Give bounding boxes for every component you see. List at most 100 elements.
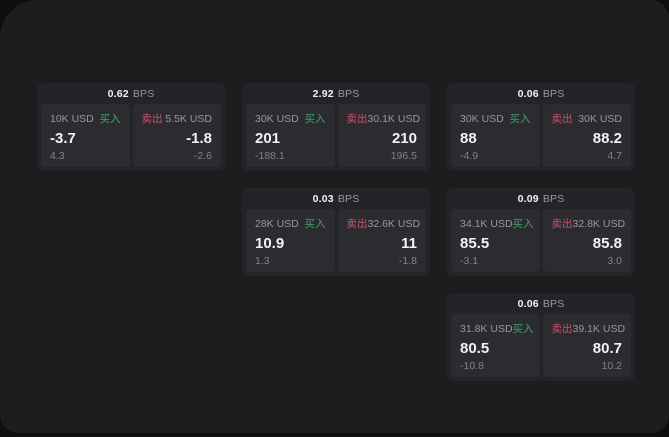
sell-delta: -2.6	[193, 149, 212, 162]
sell-panel[interactable]: 卖出 30.1K USD 210 196.5	[337, 104, 426, 167]
buy-price: 80.5	[460, 339, 490, 357]
buy-notional: 30K USD	[460, 113, 504, 125]
card-body: 34.1K USD 买入 85.5 -3.1 卖出 32.8K USD 85.8…	[451, 209, 631, 272]
sell-panel-top: 卖出 32.8K USD	[551, 216, 626, 231]
buy-side-label: 买入	[512, 323, 534, 335]
buy-delta: 1.3	[255, 254, 270, 267]
buy-notional: 28K USD	[255, 218, 299, 230]
sell-side-label: 卖出	[346, 218, 368, 230]
sell-delta: -1.8	[398, 254, 417, 267]
sell-delta: 10.2	[601, 359, 622, 372]
buy-price: 88	[460, 129, 477, 147]
bps-value: 2.92	[312, 87, 334, 100]
bps-value: 0.03	[312, 192, 334, 205]
sell-panel[interactable]: 卖出 39.1K USD 80.7 10.2	[542, 314, 631, 377]
card-body: 31.8K USD 买入 80.5 -10.8 卖出 39.1K USD 80.…	[451, 314, 631, 377]
buy-panel-top: 10K USD 买入	[50, 111, 121, 126]
card-header: 0.03 BPS	[242, 188, 430, 209]
sell-notional: 30.1K USD	[367, 113, 421, 125]
sell-panel[interactable]: 卖出 5.5K USD -1.8 -2.6	[132, 104, 221, 167]
sell-panel-top: 卖出 30K USD	[552, 111, 623, 126]
sell-side-label: 卖出	[551, 323, 573, 335]
bps-unit-label: BPS	[337, 87, 360, 100]
quote-card: 2.92 BPS 30K USD 买入 201 -188.1 卖出 30.1K …	[242, 83, 430, 171]
sell-price: 210	[391, 129, 417, 147]
quote-card: 0.06 BPS 30K USD 买入 88 -4.9 卖出 30K USD 8…	[447, 83, 635, 171]
buy-delta: -3.1	[460, 254, 479, 267]
buy-delta: -188.1	[255, 149, 285, 162]
buy-side-label: 买入	[99, 113, 121, 125]
buy-side-label: 买入	[304, 113, 326, 125]
buy-side-label: 买入	[512, 218, 534, 230]
card-header: 0.06 BPS	[447, 293, 635, 314]
sell-delta: 4.7	[607, 149, 622, 162]
buy-panel[interactable]: 31.8K USD 买入 80.5 -10.8	[451, 314, 540, 377]
sell-delta: 3.0	[607, 254, 622, 267]
sell-panel-top: 卖出 32.6K USD	[346, 216, 421, 231]
card-body: 30K USD 买入 201 -188.1 卖出 30.1K USD 210 1…	[246, 104, 426, 167]
buy-panel-top: 30K USD 买入	[460, 111, 531, 126]
bps-unit-label: BPS	[132, 87, 155, 100]
buy-notional: 10K USD	[50, 113, 94, 125]
bps-value: 0.06	[517, 297, 539, 310]
quote-card: 0.62 BPS 10K USD 买入 -3.7 4.3 卖出 5.5K USD…	[37, 83, 225, 171]
bps-unit-label: BPS	[337, 192, 360, 205]
sell-side-label: 卖出	[141, 113, 163, 125]
sell-delta: 196.5	[390, 149, 417, 162]
sell-panel[interactable]: 卖出 30K USD 88.2 4.7	[542, 104, 631, 167]
buy-notional: 30K USD	[255, 113, 299, 125]
buy-panel[interactable]: 10K USD 买入 -3.7 4.3	[41, 104, 130, 167]
bps-unit-label: BPS	[542, 87, 565, 100]
buy-notional: 31.8K USD	[460, 323, 513, 335]
bps-unit-label: BPS	[542, 192, 565, 205]
buy-panel[interactable]: 28K USD 买入 10.9 1.3	[246, 209, 335, 272]
sell-panel[interactable]: 卖出 32.6K USD 11 -1.8	[337, 209, 426, 272]
card-body: 10K USD 买入 -3.7 4.3 卖出 5.5K USD -1.8 -2.…	[41, 104, 221, 167]
sell-panel-top: 卖出 5.5K USD	[142, 111, 213, 126]
card-body: 28K USD 买入 10.9 1.3 卖出 32.6K USD 11 -1.8	[246, 209, 426, 272]
buy-panel[interactable]: 30K USD 买入 201 -188.1	[246, 104, 335, 167]
buy-panel-top: 28K USD 买入	[255, 216, 326, 231]
buy-price: 85.5	[460, 234, 490, 252]
buy-panel-top: 31.8K USD 买入	[460, 321, 534, 336]
buy-price: 201	[255, 129, 281, 147]
sell-side-label: 卖出	[551, 218, 573, 230]
buy-side-label: 买入	[509, 113, 531, 125]
sell-price: 11	[401, 234, 417, 252]
sell-side-label: 卖出	[346, 113, 368, 125]
buy-panel[interactable]: 34.1K USD 买入 85.5 -3.1	[451, 209, 540, 272]
sell-notional: 30K USD	[578, 113, 622, 125]
card-header: 0.62 BPS	[37, 83, 225, 104]
buy-delta: -4.9	[460, 149, 479, 162]
sell-notional: 32.8K USD	[572, 218, 626, 230]
sell-panel-top: 卖出 30.1K USD	[346, 111, 421, 126]
buy-delta: -10.8	[460, 359, 484, 372]
card-header: 2.92 BPS	[242, 83, 430, 104]
quote-card: 0.06 BPS 31.8K USD 买入 80.5 -10.8 卖出 39.1…	[447, 293, 635, 381]
bps-unit-label: BPS	[542, 297, 565, 310]
sell-price: 88.2	[592, 129, 622, 147]
card-header: 0.09 BPS	[447, 188, 635, 209]
buy-delta: 4.3	[50, 149, 65, 162]
bps-value: 0.62	[107, 87, 129, 100]
buy-panel-top: 30K USD 买入	[255, 111, 326, 126]
bps-value: 0.06	[517, 87, 539, 100]
sell-notional: 32.6K USD	[367, 218, 421, 230]
sell-notional: 5.5K USD	[165, 113, 212, 125]
sell-price: 85.8	[592, 234, 622, 252]
sell-price: -1.8	[186, 129, 212, 147]
quote-card: 0.03 BPS 28K USD 买入 10.9 1.3 卖出 32.6K US…	[242, 188, 430, 276]
buy-price: 10.9	[255, 234, 285, 252]
sell-panel[interactable]: 卖出 32.8K USD 85.8 3.0	[542, 209, 631, 272]
bps-value: 0.09	[517, 192, 539, 205]
card-body: 30K USD 买入 88 -4.9 卖出 30K USD 88.2 4.7	[451, 104, 631, 167]
buy-panel-top: 34.1K USD 买入	[460, 216, 534, 231]
sell-side-label: 卖出	[551, 113, 573, 125]
buy-price: -3.7	[50, 129, 76, 147]
quote-card: 0.09 BPS 34.1K USD 买入 85.5 -3.1 卖出 32.8K…	[447, 188, 635, 276]
buy-panel[interactable]: 30K USD 买入 88 -4.9	[451, 104, 540, 167]
sell-price: 80.7	[592, 339, 622, 357]
sell-notional: 39.1K USD	[572, 323, 626, 335]
